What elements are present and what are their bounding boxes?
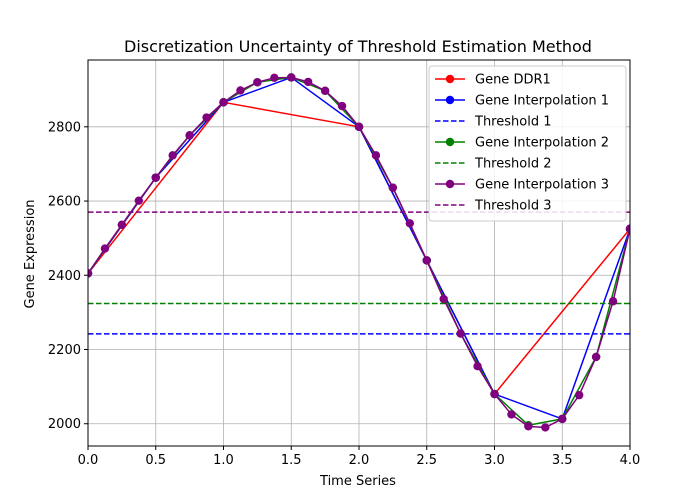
data-point-gene-interpolation-3 xyxy=(354,122,364,132)
data-point-gene-interpolation-3 xyxy=(219,98,228,107)
data-point-gene-interpolation-3 xyxy=(253,78,262,87)
legend-item-gene-interpolation-3: Gene Interpolation 3 xyxy=(435,178,609,193)
data-point-gene-interpolation-3 xyxy=(608,297,618,306)
legend-label: Threshold 2 xyxy=(474,157,551,172)
x-tick-label: 1.0 xyxy=(213,453,234,468)
data-point-gene-interpolation-3 xyxy=(185,131,194,140)
legend: Gene DDR1 Gene Interpolation 1 Threshold 1… xyxy=(428,65,627,222)
x-tick-label: 3.0 xyxy=(484,453,505,468)
data-point-gene-interpolation-3 xyxy=(405,219,415,228)
data-point-gene-interpolation-3 xyxy=(88,269,93,278)
y-tick-label: 2800 xyxy=(48,120,81,135)
legend-label: Gene Interpolation 3 xyxy=(475,178,609,193)
y-tick-label: 2400 xyxy=(48,269,81,284)
data-point-gene-interpolation-3 xyxy=(371,151,381,160)
data-point-gene-interpolation-3 xyxy=(320,86,330,96)
legend-item-gene-interpolation-2: Gene Interpolation 2 xyxy=(435,136,609,151)
x-tick-label: 0.0 xyxy=(78,453,99,468)
legend-item-threshold-1: Threshold 1 xyxy=(435,115,551,130)
y-tick-label: 2200 xyxy=(48,343,81,358)
legend-item-gene-ddr1: Gene DDR1 xyxy=(435,73,551,88)
data-point-gene-interpolation-3 xyxy=(151,173,160,182)
legend-item-threshold-3: Threshold 3 xyxy=(435,199,551,214)
data-point-gene-interpolation-3 xyxy=(388,183,398,192)
data-point-gene-interpolation-3 xyxy=(422,256,431,265)
legend-swatch-marker xyxy=(445,74,455,84)
legend-label: Gene Interpolation 2 xyxy=(475,136,609,151)
data-point-gene-interpolation-3 xyxy=(287,73,296,82)
legend-box xyxy=(428,65,627,222)
legend-label: Gene Interpolation 1 xyxy=(475,94,609,109)
legend-swatch-marker xyxy=(445,179,455,189)
data-point-gene-interpolation-3 xyxy=(100,244,110,253)
chart-title: Discretization Uncertainty of Threshold … xyxy=(124,37,592,56)
data-point-gene-interpolation-3 xyxy=(625,224,630,234)
data-point-gene-interpolation-3 xyxy=(574,390,584,400)
legend-label: Threshold 1 xyxy=(474,115,551,130)
legend-item-gene-interpolation-1: Gene Interpolation 1 xyxy=(435,94,609,109)
data-point-gene-interpolation-3 xyxy=(303,77,313,87)
x-axis-title: Time Series xyxy=(319,474,396,489)
data-point-gene-interpolation-3 xyxy=(558,414,567,424)
legend-swatch-marker xyxy=(445,95,455,105)
data-point-gene-interpolation-3 xyxy=(337,101,347,111)
data-point-gene-interpolation-3 xyxy=(270,73,279,83)
x-tick-label: 0.5 xyxy=(145,453,166,468)
data-point-gene-interpolation-3 xyxy=(524,422,533,431)
legend-label: Threshold 3 xyxy=(474,199,551,214)
data-point-gene-interpolation-3 xyxy=(507,410,516,419)
data-point-gene-interpolation-3 xyxy=(168,151,177,160)
legend-item-threshold-2: Threshold 2 xyxy=(435,157,551,172)
y-tick-label: 2000 xyxy=(48,417,81,432)
data-point-gene-interpolation-3 xyxy=(541,423,550,432)
data-point-gene-interpolation-3 xyxy=(456,329,465,338)
x-tick-label: 4.0 xyxy=(620,453,641,468)
data-point-gene-interpolation-3 xyxy=(134,196,144,205)
y-tick-label: 2600 xyxy=(48,195,81,210)
data-point-gene-interpolation-3 xyxy=(591,352,601,362)
data-point-gene-interpolation-3 xyxy=(473,362,482,371)
y-axis-title: Gene Expression xyxy=(23,199,38,308)
legend-label: Gene DDR1 xyxy=(475,73,551,88)
data-point-gene-interpolation-3 xyxy=(439,294,448,304)
x-tick-label: 2.5 xyxy=(416,453,437,468)
legend-swatch-marker xyxy=(445,137,455,147)
data-point-gene-interpolation-3 xyxy=(490,389,499,399)
plot-area: 0.0 0.5 1.0 1.5 2.0 2.5 3.0 3.5 4.0 2000 2200 2400 2… xyxy=(48,59,641,468)
x-tick-label: 1.5 xyxy=(281,453,302,468)
data-point-gene-interpolation-3 xyxy=(202,113,211,122)
data-point-gene-interpolation-3 xyxy=(117,220,127,229)
x-tick-label: 2.0 xyxy=(349,453,370,468)
x-tick-label: 3.5 xyxy=(552,453,573,468)
data-point-gene-interpolation-3 xyxy=(236,86,245,95)
